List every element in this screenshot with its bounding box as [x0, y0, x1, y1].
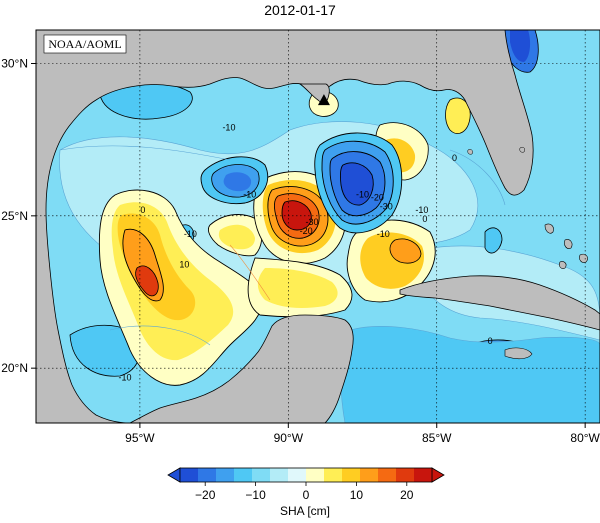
colorbar-cell [396, 468, 415, 482]
anomaly-positive-south-inner [257, 268, 338, 308]
contour-label: 0 [422, 214, 427, 224]
lon-tick-label: 95°W [125, 431, 155, 445]
credit-box [43, 34, 127, 54]
land-islands [467, 146, 525, 155]
lon-tick-label: 90°W [274, 431, 304, 445]
colorbar-ticks: −20 −10 0 10 20 [195, 482, 414, 502]
contour-line [449, 149, 506, 206]
lat-tick-label: 20°N [1, 361, 28, 375]
colorbar-arrow-left [167, 467, 181, 483]
credit-label: NOAA/AOML [48, 37, 121, 51]
anomaly-negative-eddy-west-core [223, 172, 252, 192]
contour-label: -10 [356, 190, 369, 200]
colorbar-cell [342, 468, 361, 482]
contour-label: -10 [415, 205, 428, 215]
anomaly-positive-patch [445, 97, 471, 134]
land-yucatan [129, 314, 354, 423]
contour-label: 0 [452, 153, 457, 163]
anomaly-positive-central-inner [218, 224, 255, 250]
colorbar-cell [324, 468, 343, 482]
colorbar-cell [306, 468, 325, 482]
colorbar-tick-label: 0 [303, 488, 310, 502]
station-marker-triangle [317, 94, 330, 106]
colorbar-cell [198, 468, 217, 482]
colorbar-cell [378, 468, 397, 482]
contour-label: 0 [488, 336, 493, 346]
gridlines [36, 30, 600, 423]
map-frame [35, 29, 600, 424]
land-north-america [36, 30, 534, 423]
contour-label: 10 [179, 260, 189, 270]
colorbar-cell [180, 468, 199, 482]
colorbar-cell [270, 468, 289, 482]
colorbar-cell [252, 468, 271, 482]
colorbar-tick-label: −20 [195, 488, 216, 502]
contour-label: 0 [140, 205, 145, 215]
contour-label: -10 [119, 372, 132, 382]
lat-tick-label: 25°N [1, 209, 28, 223]
contour-line [229, 244, 271, 301]
anomaly-negative-patch [484, 227, 503, 254]
anomaly-positive-east-core [389, 238, 422, 264]
contour-label: -10 [222, 123, 235, 133]
lon-tick-label: 85°W [422, 431, 452, 445]
colorbar-cell [360, 468, 379, 482]
contour-label: -10 [243, 190, 256, 200]
colorbar-tick-label: 10 [350, 488, 364, 502]
anomaly-positive-west-peak [135, 265, 159, 297]
colorbar-cells [167, 467, 445, 483]
axis-ticks: 95°W 90°W 85°W 80°W 20°N 25°N 30°N [1, 57, 600, 445]
contour-label: -30 [306, 217, 319, 227]
contour-label: -10 [184, 229, 197, 239]
colorbar-cell [288, 468, 307, 482]
colorbar-tick-label: 20 [400, 488, 414, 502]
contour-label: -20 [300, 226, 313, 236]
contour-line [59, 145, 231, 161]
colorbar-cell [414, 468, 433, 482]
contour-label: -30 [380, 202, 393, 212]
contour-line [109, 325, 211, 346]
anomaly-negative-eddy-east-core [339, 162, 374, 206]
lat-tick-label: 30°N [1, 57, 28, 71]
colorbar: −20 −10 0 10 20 SHA [cm] [167, 467, 445, 518]
land-jamaica [504, 347, 533, 360]
map-title: 2012-01-17 [264, 2, 336, 18]
colorbar-label: SHA [cm] [280, 504, 330, 518]
colorbar-cell [216, 468, 235, 482]
colorbar-tick-label: −10 [245, 488, 266, 502]
anomaly-positive-eddy-core [281, 200, 312, 231]
contour-label: -20 [371, 193, 384, 203]
anomaly-negative-atlantic-core [510, 30, 531, 62]
colorbar-arrow-right [431, 467, 445, 483]
anomaly-negative-caribbean [340, 326, 600, 423]
lon-tick-label: 80°W [570, 431, 600, 445]
colorbar-cell [234, 468, 253, 482]
land-bahamas [544, 223, 588, 269]
contour-label: -10 [377, 229, 390, 239]
